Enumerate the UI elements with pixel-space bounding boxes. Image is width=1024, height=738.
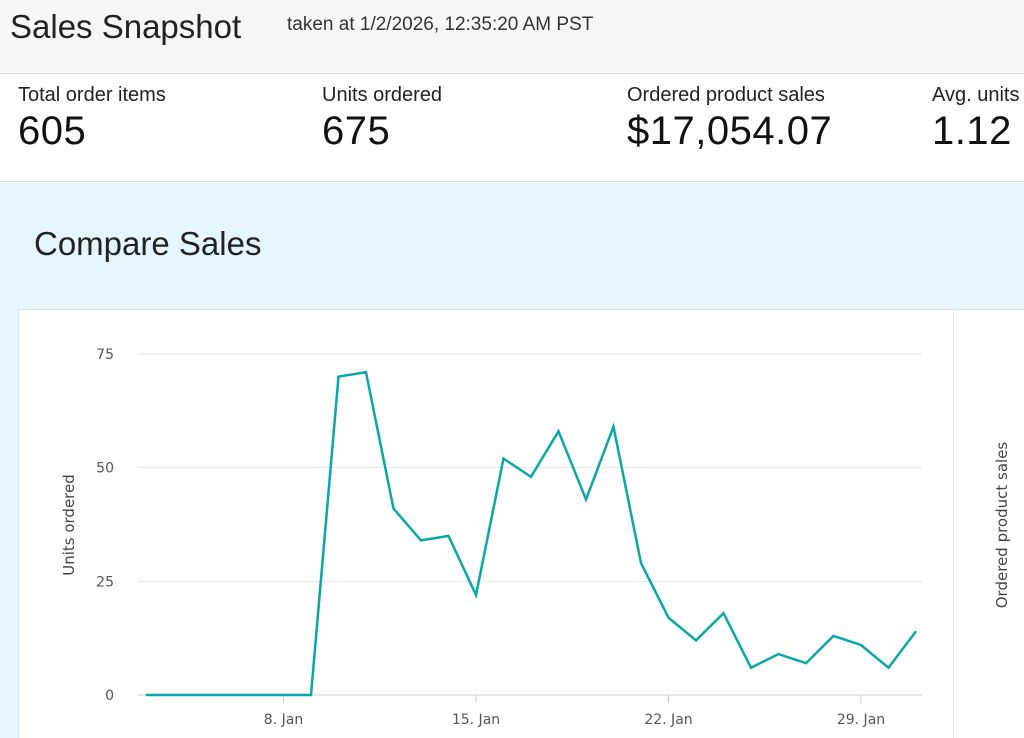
chart-series [143,369,919,698]
data-point[interactable] [253,692,259,698]
data-point[interactable] [693,637,699,643]
series-line-units-ordered [146,370,917,697]
data-point[interactable] [611,424,617,430]
data-point[interactable] [418,537,424,543]
page-title: Sales Snapshot [10,8,242,45]
data-point[interactable] [528,474,534,480]
x-tick-label: 8. Jan [264,712,303,728]
metric-value: 1.12 [932,109,1012,153]
data-point[interactable] [831,633,837,639]
metric-label: Total order items [18,84,166,106]
x-tick-label: 29. Jan [837,712,885,728]
chart-card-divider [953,309,954,738]
metric-total-order-items: Total order items 605 [18,84,166,154]
y-axis-label-right: Ordered product sales [993,442,1011,609]
metric-value: 605 [18,109,87,153]
data-point[interactable] [281,692,287,698]
x-tick-label: 15. Jan [452,712,500,728]
y-tick-label: 25 [96,574,114,590]
data-point[interactable] [638,560,644,566]
metric-ordered-product-sales: Ordered product sales $17,054.07 [627,84,832,154]
data-point[interactable] [748,665,754,671]
y-tick-label: 50 [96,461,114,477]
data-point[interactable] [803,660,809,666]
section-heading: Compare Sales [34,225,262,262]
data-point[interactable] [171,692,177,698]
metric-avg-units: Avg. units 1.12 [932,84,1019,154]
data-point[interactable] [501,456,507,462]
data-point[interactable] [226,692,232,698]
metric-label: Ordered product sales [627,84,825,106]
data-point[interactable] [473,592,479,598]
y-tick-label: 75 [96,347,114,363]
data-point[interactable] [858,642,864,648]
metrics-bar: Total order items 605 Units ordered 675 … [0,74,1024,182]
data-point[interactable] [583,496,589,502]
chart-card [18,309,1024,738]
data-point[interactable] [336,374,342,380]
data-point[interactable] [198,692,204,698]
data-point[interactable] [556,428,562,434]
metric-value: $17,054.07 [627,109,833,153]
data-point[interactable] [776,651,782,657]
metric-label: Units ordered [322,84,443,106]
data-point[interactable] [308,692,314,698]
x-tick-labels: 8. Jan 15. Jan 22. Jan 29. Jan [264,695,885,728]
metric-units-ordered: Units ordered 675 [322,84,442,154]
data-point[interactable] [391,506,397,512]
data-point[interactable] [886,665,892,671]
data-point[interactable] [913,628,919,634]
chart-gridlines [138,353,922,696]
y-tick-labels: 0 25 50 75 [96,347,114,704]
data-point[interactable] [143,692,149,698]
snapshot-timestamp: taken at 1/2/2026, 12:35:20 AM PST [287,14,594,35]
metric-label: Avg. units [932,84,1020,106]
y-tick-label: 0 [105,688,114,704]
x-tick-label: 22. Jan [644,712,692,728]
data-point[interactable] [446,533,452,539]
header: Sales Snapshot taken at 1/2/2026, 12:35:… [0,0,1024,74]
y-axis-label: Units ordered [60,474,78,576]
data-point[interactable] [363,369,369,375]
metric-value: 675 [322,109,391,153]
data-point[interactable] [721,610,727,616]
data-point[interactable] [666,615,672,621]
